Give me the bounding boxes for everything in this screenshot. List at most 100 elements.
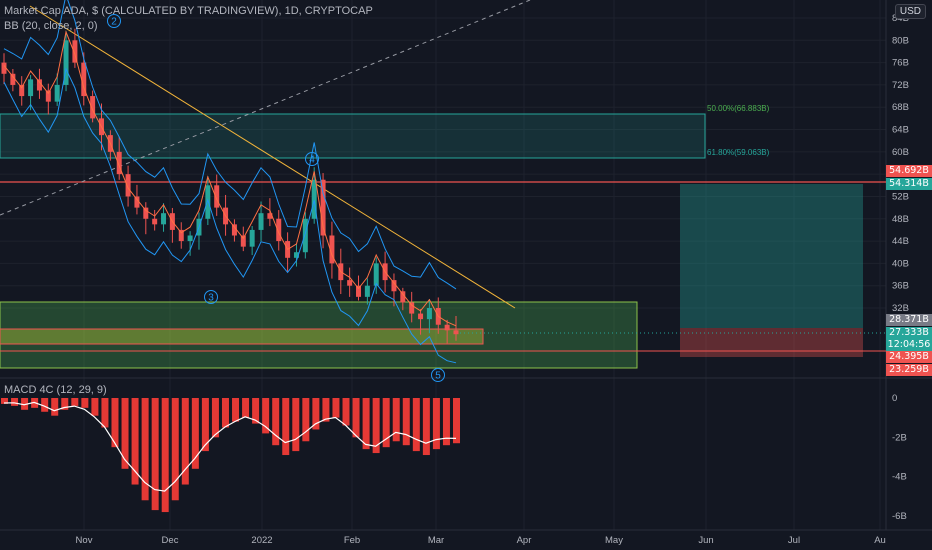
macd-histogram-bar [81, 398, 89, 408]
macd-histogram-bar [101, 398, 109, 428]
candle-body [134, 196, 140, 208]
macd-histogram-bar [71, 398, 79, 406]
macd-histogram-bar [342, 398, 350, 426]
candle-body [63, 40, 69, 85]
price-axis-label: 68B [892, 102, 909, 113]
macd-histogram-bar [372, 398, 380, 454]
macd-histogram-bar [412, 398, 420, 452]
time-axis-label: 2022 [251, 535, 272, 546]
wave-label-circle [204, 290, 218, 304]
candle-body [453, 330, 459, 335]
price-axis-label: 40B [892, 258, 909, 269]
macd-axis-label: 0 [892, 393, 897, 404]
macd-histogram-bar [252, 398, 260, 424]
macd-axis-label: -2B [892, 432, 907, 443]
candle-body [231, 224, 237, 236]
macd-axis-label: -4B [892, 472, 907, 483]
candle-body [116, 151, 122, 175]
time-axis-label: Jun [698, 535, 713, 546]
wave-label-circle [107, 14, 121, 28]
price-tag-low: 23.259B [886, 364, 932, 376]
macd-histogram-bar [442, 398, 450, 446]
price-axis-label: 52B [892, 191, 909, 202]
wave-label-2: 2 [111, 17, 117, 28]
candle-body [143, 207, 149, 219]
macd-histogram-bar [11, 398, 19, 406]
time-axis-label: Apr [517, 535, 532, 546]
macd-histogram-bar [312, 398, 320, 430]
macd-indicator-label[interactable]: MACD 4C (12, 29, 9) [4, 384, 107, 396]
bb-indicator-label[interactable]: BB (20, close, 2, 0) [4, 20, 98, 32]
time-axis-label: Nov [76, 535, 93, 546]
candle-body [28, 79, 34, 97]
macd-histogram-bar [51, 398, 59, 416]
macd-histogram-bar [302, 398, 310, 442]
macd-histogram-bar [272, 398, 280, 446]
fib-label-618: 61.80%(59.063B) [707, 148, 770, 157]
wave-label-4: 4 [309, 155, 315, 166]
fib-zone-box [0, 113, 706, 159]
bb-upper-band [3, 0, 457, 290]
time-axis-label: Mar [428, 535, 444, 546]
candle-body [10, 73, 16, 85]
position-loss-box [680, 328, 863, 357]
macd-histogram-bar [91, 398, 99, 416]
candle-body [418, 313, 424, 320]
price-tag-target: 54.314B [886, 178, 932, 190]
price-axis-label: 64B [892, 125, 909, 136]
macd-histogram-bar [211, 398, 219, 438]
candle-body [54, 84, 60, 102]
macd-histogram-bar [332, 398, 340, 418]
candle-body [152, 218, 158, 225]
wave-label-3: 3 [208, 293, 214, 304]
price-tag-red-line: 54.692B [886, 165, 932, 177]
macd-histogram-bar [362, 398, 370, 450]
price-axis-label: 44B [892, 236, 909, 247]
candle-body [1, 62, 7, 74]
price-axis-label: 36B [892, 281, 909, 292]
descending-trendline [29, 5, 516, 309]
price-tag-gray: 28.371B [886, 314, 932, 326]
candle-body [391, 280, 397, 292]
candle-body [90, 96, 96, 119]
candle-body [444, 324, 450, 331]
macd-histogram-bar [171, 398, 179, 501]
price-tag-stop: 24.395B [886, 351, 932, 363]
candle-body [409, 302, 415, 314]
candle-body [214, 185, 220, 208]
position-profit-box [680, 184, 863, 328]
candle-body [400, 291, 406, 303]
macd-histogram-bar [322, 398, 330, 422]
candle-body [187, 235, 193, 242]
time-axis-label: Au [874, 535, 886, 546]
countdown-tag: 12:04:56 [886, 339, 932, 351]
time-axis-label: Jul [788, 535, 800, 546]
candle-body [356, 285, 362, 297]
symbol-title[interactable]: Market Cap ADA, $ (CALCULATED BY TRADING… [4, 5, 373, 17]
macd-histogram-bar [21, 398, 29, 410]
candle-body [347, 280, 353, 286]
candle-body [72, 40, 78, 63]
price-axis-label: 76B [892, 58, 909, 69]
price-axis-label: 48B [892, 214, 909, 225]
macd-histogram-bar [181, 398, 189, 485]
currency-button[interactable]: USD [894, 4, 926, 19]
bb-lower-band [3, 67, 457, 364]
macd-histogram-bar [41, 398, 49, 412]
wave-label-5: 5 [435, 371, 441, 382]
macd-line [3, 401, 457, 492]
candle-body [364, 285, 370, 297]
time-axis-label: Feb [344, 535, 360, 546]
price-axis-label: 80B [892, 35, 909, 46]
candle-body [125, 174, 131, 197]
macd-histogram-bar [352, 398, 360, 438]
candle-body [178, 229, 184, 242]
candle-body [36, 79, 42, 91]
macd-histogram-bar [382, 398, 390, 448]
macd-histogram-bar [161, 398, 169, 513]
macd-histogram-bar [292, 398, 300, 452]
time-axis-label: May [605, 535, 623, 546]
macd-histogram-bar [121, 398, 129, 469]
macd-histogram-bar [432, 398, 440, 450]
